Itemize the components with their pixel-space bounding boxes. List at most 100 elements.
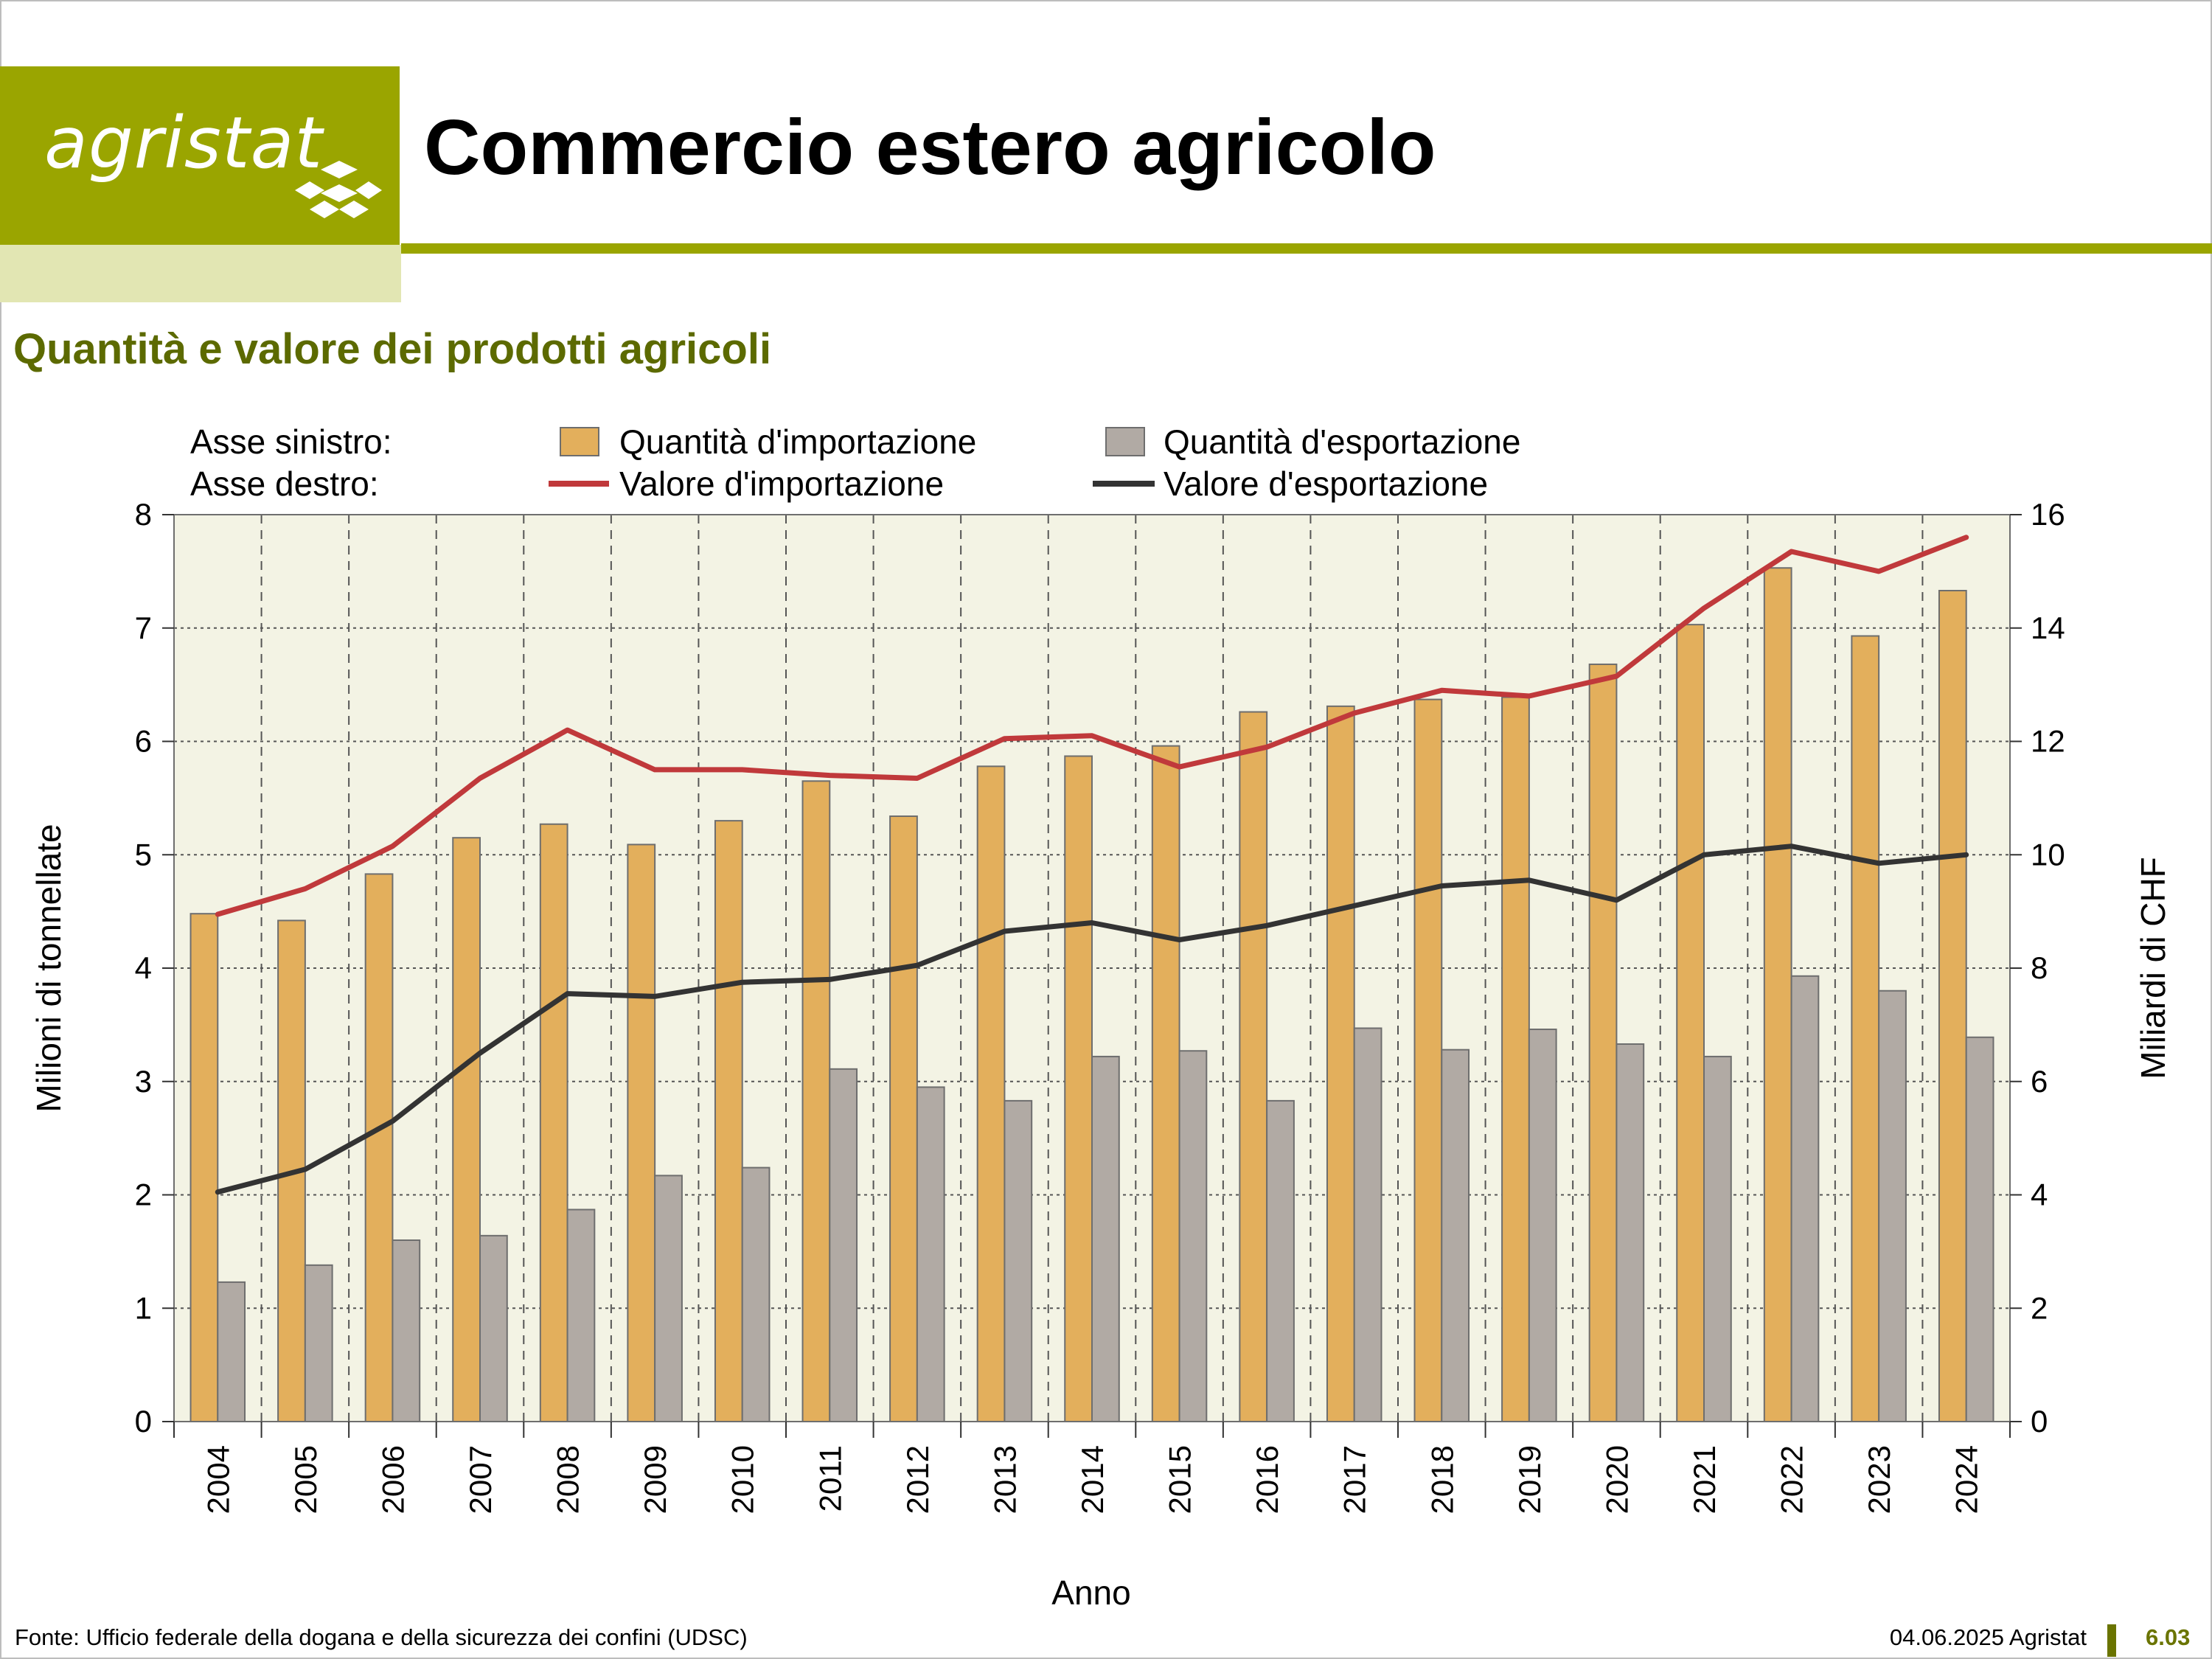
legend-export-qty-swatch	[1105, 427, 1145, 456]
import-bar	[364, 873, 394, 1422]
y2-tick-label: 2	[2031, 1290, 2048, 1325]
legend-import-qty-label: Quantità d'importazione	[619, 422, 976, 461]
export-bar	[1353, 1027, 1382, 1423]
y-tick-label: 2	[135, 1178, 152, 1212]
export-bar	[1965, 1036, 1994, 1422]
x-tick-label: 2015	[1163, 1445, 1197, 1514]
import-bar	[1501, 696, 1530, 1422]
x-tick-label: 2014	[1075, 1445, 1110, 1514]
x-tick-label: 2006	[375, 1445, 410, 1514]
y-tick-label: 6	[135, 724, 152, 759]
import-bar	[1588, 663, 1618, 1423]
export-bar	[654, 1175, 683, 1423]
export-bar	[1528, 1029, 1557, 1422]
import-bar	[1064, 755, 1093, 1423]
x-tick-label: 2012	[900, 1445, 935, 1514]
x-tick-label: 2021	[1687, 1445, 1722, 1514]
page-number: 6.03	[2146, 1624, 2191, 1650]
legend-export-qty-label: Quantità d'esportazione	[1164, 422, 1520, 461]
x-tick-label: 2018	[1425, 1445, 1459, 1514]
import-bar	[889, 815, 918, 1422]
export-bar	[1878, 990, 1907, 1422]
y2-tick-label: 12	[2031, 724, 2065, 759]
y2-tick-label: 10	[2031, 837, 2065, 872]
y2-tick-label: 14	[2031, 611, 2065, 645]
y-tick-label: 8	[135, 497, 152, 532]
y-tick-label: 5	[135, 837, 152, 872]
y-tick-label: 0	[135, 1404, 152, 1439]
y2-tick-label: 4	[2031, 1178, 2048, 1212]
import-bar	[1151, 745, 1180, 1422]
y2-tick-label: 8	[2031, 950, 2048, 985]
import-bar	[1676, 624, 1705, 1423]
x-tick-label: 2023	[1862, 1445, 1896, 1514]
import-bar	[1938, 590, 1967, 1423]
x-tick-label: 2020	[1599, 1445, 1634, 1514]
export-bar	[392, 1239, 421, 1422]
export-bar	[741, 1166, 771, 1422]
y-tick-label: 3	[135, 1064, 152, 1099]
import-value-line	[215, 535, 1969, 917]
logo-accent-band	[0, 245, 401, 302]
y-tick-label: 7	[135, 611, 152, 645]
x-tick-label: 2022	[1775, 1445, 1809, 1514]
export-bar	[1441, 1048, 1470, 1422]
footer-divider	[2107, 1624, 2116, 1657]
x-tick-label: 2007	[463, 1445, 498, 1514]
x-tick-label: 2009	[638, 1445, 672, 1514]
page-title: Commercio estero agricolo	[424, 104, 1436, 191]
import-bar	[801, 780, 831, 1422]
x-tick-label: 2008	[551, 1445, 585, 1514]
import-bar	[627, 844, 656, 1422]
y2-tick-label: 16	[2031, 497, 2065, 532]
chart-subtitle: Quantità e valore dei prodotti agricoli	[13, 325, 772, 373]
export-bar	[1004, 1099, 1033, 1422]
legend-import-value-label: Valore d'importazione	[619, 465, 944, 503]
footer-date: 04.06.2025 Agristat	[1889, 1624, 2087, 1650]
legend-import-qty-swatch	[560, 427, 599, 456]
y-axis-title: Milioni di tonnellate	[29, 824, 68, 1112]
x-tick-label: 2017	[1338, 1445, 1372, 1514]
y-tick-label: 4	[135, 950, 152, 985]
y2-axis-title: Miliardi di CHF	[2134, 857, 2172, 1079]
y2-tick-label: 0	[2031, 1404, 2048, 1439]
diamond-logo-icon	[295, 161, 382, 218]
import-bar	[1326, 705, 1355, 1422]
x-tick-label: 2010	[726, 1445, 760, 1514]
y2-tick-label: 6	[2031, 1064, 2048, 1099]
logo-text: agristat	[44, 102, 324, 184]
x-axis-title: Anno	[1051, 1573, 1130, 1612]
import-bar	[539, 823, 568, 1423]
export-value-line	[215, 844, 1969, 1195]
import-bar	[1851, 635, 1880, 1423]
export-bar	[829, 1068, 858, 1423]
export-bar	[1266, 1099, 1295, 1422]
x-tick-label: 2013	[987, 1445, 1022, 1514]
import-bar	[976, 765, 1006, 1422]
import-bar	[1763, 567, 1792, 1423]
export-bar	[217, 1281, 246, 1422]
import-bar	[1413, 698, 1443, 1422]
export-bar	[1091, 1055, 1120, 1423]
export-bar	[1615, 1043, 1645, 1422]
export-bar	[304, 1264, 333, 1422]
x-tick-label: 2019	[1512, 1445, 1547, 1514]
x-tick-label: 2005	[288, 1445, 323, 1514]
x-tick-label: 2011	[813, 1445, 847, 1512]
export-bar	[916, 1086, 945, 1422]
import-bar	[452, 837, 481, 1422]
legend-left-axis-label: Asse sinistro:	[190, 422, 392, 461]
export-bar	[1790, 975, 1820, 1422]
x-tick-label: 2016	[1250, 1445, 1284, 1514]
import-bar	[189, 913, 219, 1422]
legend-export-value-label: Valore d'esportazione	[1164, 465, 1488, 503]
export-bar	[1178, 1050, 1208, 1423]
x-tick-label: 2004	[201, 1445, 235, 1514]
legend-right-axis-label: Asse destro:	[190, 465, 379, 503]
export-bar	[1703, 1055, 1732, 1423]
title-divider	[401, 243, 2212, 254]
agristat-logo	[0, 66, 400, 245]
import-bar	[1239, 711, 1268, 1422]
